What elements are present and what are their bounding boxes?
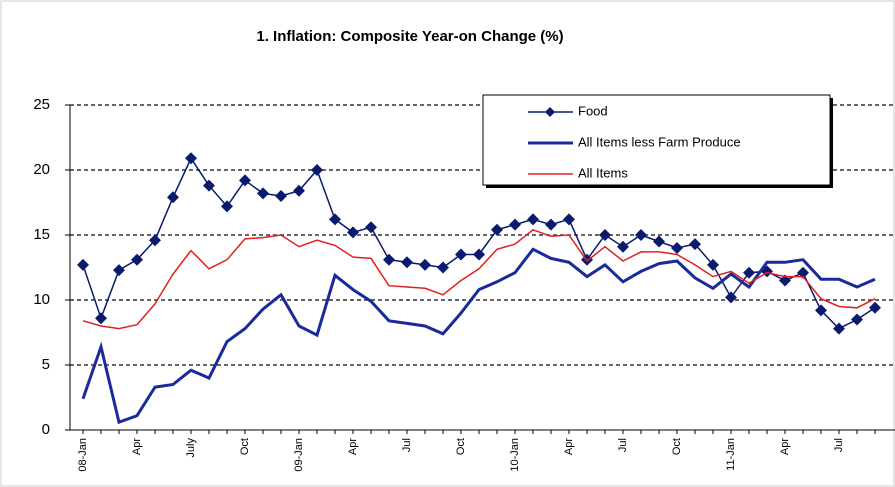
marker bbox=[797, 266, 809, 279]
x-tick-label: Apr bbox=[779, 438, 791, 455]
series-line bbox=[82, 228, 876, 330]
marker bbox=[239, 174, 251, 187]
marker bbox=[689, 238, 701, 251]
marker bbox=[815, 304, 827, 317]
legend-label: All Items less Farm Produce bbox=[578, 134, 741, 149]
series-line bbox=[81, 247, 876, 425]
marker bbox=[329, 213, 341, 226]
marker bbox=[725, 291, 737, 304]
marker bbox=[563, 213, 575, 226]
marker bbox=[347, 226, 359, 239]
marker bbox=[275, 190, 287, 202]
legend-label: All Items bbox=[578, 165, 628, 180]
x-tick-label: 09-Jan bbox=[293, 438, 305, 472]
marker bbox=[365, 221, 377, 234]
x-tick-label: Apr bbox=[563, 438, 575, 455]
marker bbox=[419, 258, 431, 271]
marker bbox=[707, 258, 719, 271]
marker bbox=[167, 191, 179, 204]
marker bbox=[833, 322, 845, 335]
marker bbox=[203, 179, 215, 192]
marker bbox=[851, 313, 863, 326]
x-tick-label: 11-Jan bbox=[725, 438, 737, 471]
marker bbox=[131, 253, 143, 266]
marker bbox=[527, 213, 539, 226]
legend-box bbox=[482, 94, 831, 186]
x-tick-label: Jul bbox=[833, 438, 845, 452]
legend-marker bbox=[545, 107, 555, 117]
marker bbox=[77, 258, 89, 271]
marker bbox=[221, 200, 233, 213]
x-tick-label: Oct bbox=[239, 438, 251, 455]
marker bbox=[113, 264, 125, 277]
y-tick-label: 25 bbox=[33, 96, 50, 113]
marker bbox=[491, 223, 503, 236]
x-tick-label: Jul bbox=[401, 438, 413, 452]
x-tick-label: Apr bbox=[347, 438, 359, 455]
marker bbox=[185, 152, 197, 165]
x-tick-label: Apr bbox=[131, 438, 143, 455]
marker bbox=[473, 248, 485, 261]
marker bbox=[293, 184, 305, 197]
marker bbox=[617, 240, 629, 253]
y-tick-label: 20 bbox=[33, 161, 50, 178]
marker bbox=[671, 242, 683, 254]
y-tick-label: 5 bbox=[42, 356, 50, 373]
x-tick-label: 10-Jan bbox=[509, 438, 521, 472]
marker bbox=[743, 266, 755, 279]
marker bbox=[635, 229, 647, 241]
marker bbox=[779, 274, 791, 287]
marker bbox=[401, 256, 413, 269]
y-tick-label: 10 bbox=[33, 291, 50, 308]
legend-label: Food bbox=[578, 103, 608, 118]
y-tick-label: 0 bbox=[42, 421, 50, 438]
x-tick-label: Oct bbox=[455, 438, 467, 455]
x-tick-label: Jul bbox=[617, 438, 629, 452]
marker bbox=[599, 229, 611, 241]
x-tick-label: Oct bbox=[671, 438, 683, 455]
marker bbox=[653, 235, 665, 248]
x-tick-label: July bbox=[185, 438, 197, 458]
marker bbox=[95, 312, 107, 325]
y-tick-label: 15 bbox=[33, 226, 50, 243]
marker bbox=[437, 261, 449, 274]
marker bbox=[383, 253, 395, 266]
marker bbox=[311, 164, 323, 176]
marker bbox=[149, 234, 161, 247]
marker bbox=[869, 301, 881, 314]
chart-title: 1. Inflation: Composite Year-on Change (… bbox=[256, 28, 563, 45]
marker bbox=[455, 248, 467, 261]
x-tick-label: 08-Jan bbox=[77, 438, 89, 472]
marker bbox=[545, 218, 557, 231]
marker bbox=[257, 187, 269, 200]
marker bbox=[509, 218, 521, 231]
